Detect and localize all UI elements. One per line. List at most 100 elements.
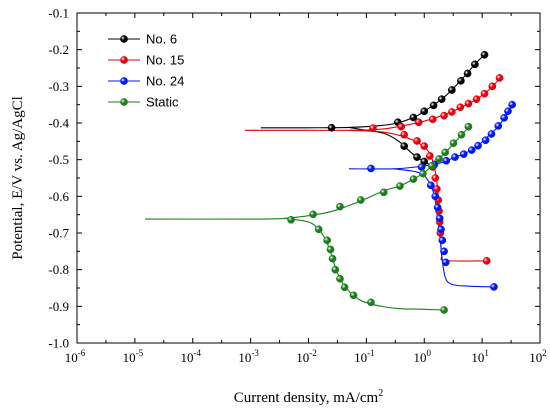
series-no-15-point xyxy=(414,118,423,127)
series-no-24-point xyxy=(417,163,426,171)
y-tick-label: -0.6 xyxy=(48,189,69,204)
series-static-cathodic-curve xyxy=(285,217,445,311)
series-static-point xyxy=(440,306,448,314)
legend-no-15-marker xyxy=(120,56,128,64)
y-tick-label: -1.0 xyxy=(48,336,69,351)
series-no-15-point xyxy=(426,152,434,160)
series-no-15-point xyxy=(448,108,456,116)
legend-no-15-label: No. 15 xyxy=(146,53,184,68)
y-tick-label: -0.7 xyxy=(48,226,69,241)
series-static-point xyxy=(464,122,473,131)
x-tick-label: 10-1 xyxy=(354,348,375,365)
series-static-point xyxy=(457,130,466,139)
series-no-24-point xyxy=(435,214,444,223)
y-axis-title: Potential, E/V vs. Ag/AgCl xyxy=(10,96,26,259)
series-no-24-point xyxy=(504,107,512,116)
series-static-point xyxy=(427,162,436,170)
y-axis-ticks: -0.1 -0.2 -0.3 -0.4 -0.5 -0.6 -0.7 -0.8 -0.9 -1.0 xyxy=(48,6,540,351)
series-no-24-point xyxy=(508,100,516,109)
series-no-24-point xyxy=(441,258,450,267)
series-static-point xyxy=(449,139,458,148)
x-axis-title: Current density, mA/cm2 xyxy=(234,388,383,406)
series-no-15-point xyxy=(464,99,473,108)
legend-static-marker xyxy=(120,98,128,106)
series-no-6-point xyxy=(463,69,472,78)
series-static-point xyxy=(314,225,323,234)
x-tick-label: 10-5 xyxy=(123,348,144,365)
series-no-15-point xyxy=(482,257,491,265)
x-tick-label: 10-6 xyxy=(65,348,86,365)
series-no-6-point xyxy=(429,101,438,110)
series-no-24-point xyxy=(438,236,447,245)
series-static-point xyxy=(328,254,337,263)
series-no-24-point xyxy=(433,203,442,212)
legend-no-6-marker xyxy=(120,35,128,43)
series-no-24-point xyxy=(367,164,375,173)
series-no-15-point xyxy=(488,82,497,91)
series-static-point xyxy=(336,274,344,283)
series-no-15-point xyxy=(480,89,489,98)
series-no-15-point xyxy=(413,137,421,145)
series-static-point xyxy=(326,245,335,254)
series-static-point xyxy=(396,182,404,190)
series-no-24-point xyxy=(490,283,498,291)
y-tick-label: -0.4 xyxy=(48,116,69,131)
series-no-6-point xyxy=(413,153,421,161)
series-no-15-anodic-curve xyxy=(245,75,503,131)
series-no-6-point xyxy=(471,60,479,69)
series-static-point xyxy=(287,215,295,224)
series-no-24-point xyxy=(440,247,448,256)
series-static-point xyxy=(379,188,388,197)
y-tick-label: -0.2 xyxy=(48,42,69,57)
series-no-24-point xyxy=(467,146,476,154)
series-no-15-point xyxy=(472,95,481,104)
legend: No. 6 No. 15 No. 24 Static xyxy=(108,32,184,110)
series-static-point xyxy=(309,210,317,219)
series-no-6-point xyxy=(409,113,418,122)
series-no-24-point xyxy=(500,114,508,122)
x-tick-label: 10-4 xyxy=(181,348,202,365)
series-static-point xyxy=(441,148,450,157)
series-static-point xyxy=(435,155,443,163)
series-no-15-point xyxy=(397,122,406,131)
series-static-point xyxy=(349,291,358,300)
series-static-point xyxy=(356,196,365,204)
series-static-point xyxy=(419,169,427,178)
series-no-6-point xyxy=(457,76,465,85)
series-no-24-point xyxy=(459,150,468,159)
x-tick-label: 100 xyxy=(414,348,432,365)
series-no-15-point xyxy=(440,111,448,120)
series-markers xyxy=(287,50,516,314)
x-tick-label: 102 xyxy=(529,348,547,365)
series-no-24-point xyxy=(426,181,435,190)
series-no-15-point xyxy=(456,103,465,112)
legend-no-24-label: No. 24 xyxy=(146,74,184,89)
x-tick-label: 10-2 xyxy=(296,348,317,365)
y-tick-label: -0.9 xyxy=(48,299,69,314)
series-static-point xyxy=(367,298,375,307)
y-tick-label: -0.3 xyxy=(48,79,69,94)
series-static-point xyxy=(323,236,331,245)
series-no-6-point xyxy=(400,142,409,150)
series-no-24-point xyxy=(494,122,503,130)
series-curves xyxy=(145,54,515,311)
series-no-15-point xyxy=(369,124,377,132)
series-static-point xyxy=(409,175,418,183)
series-no-24-point xyxy=(474,141,482,150)
series-no-6-point xyxy=(327,123,336,132)
series-no-15-point xyxy=(400,130,409,139)
x-tick-label: 10-3 xyxy=(238,348,259,365)
series-no-15-point xyxy=(431,174,440,182)
series-no-15-cathodic-curve xyxy=(348,129,487,262)
legend-no-6-label: No. 6 xyxy=(146,32,177,47)
x-tick-label: 101 xyxy=(471,348,489,365)
y-tick-label: -0.5 xyxy=(48,152,69,167)
series-no-6-point xyxy=(448,86,456,94)
legend-no-24-marker xyxy=(120,77,128,85)
series-no-24-point xyxy=(481,136,490,145)
y-tick-label: -0.1 xyxy=(48,6,69,21)
series-no-15-point xyxy=(432,185,441,193)
x-axis-ticks: 10-6 10-5 10-4 10-3 10-2 10-1 100 101 102 xyxy=(65,13,547,365)
